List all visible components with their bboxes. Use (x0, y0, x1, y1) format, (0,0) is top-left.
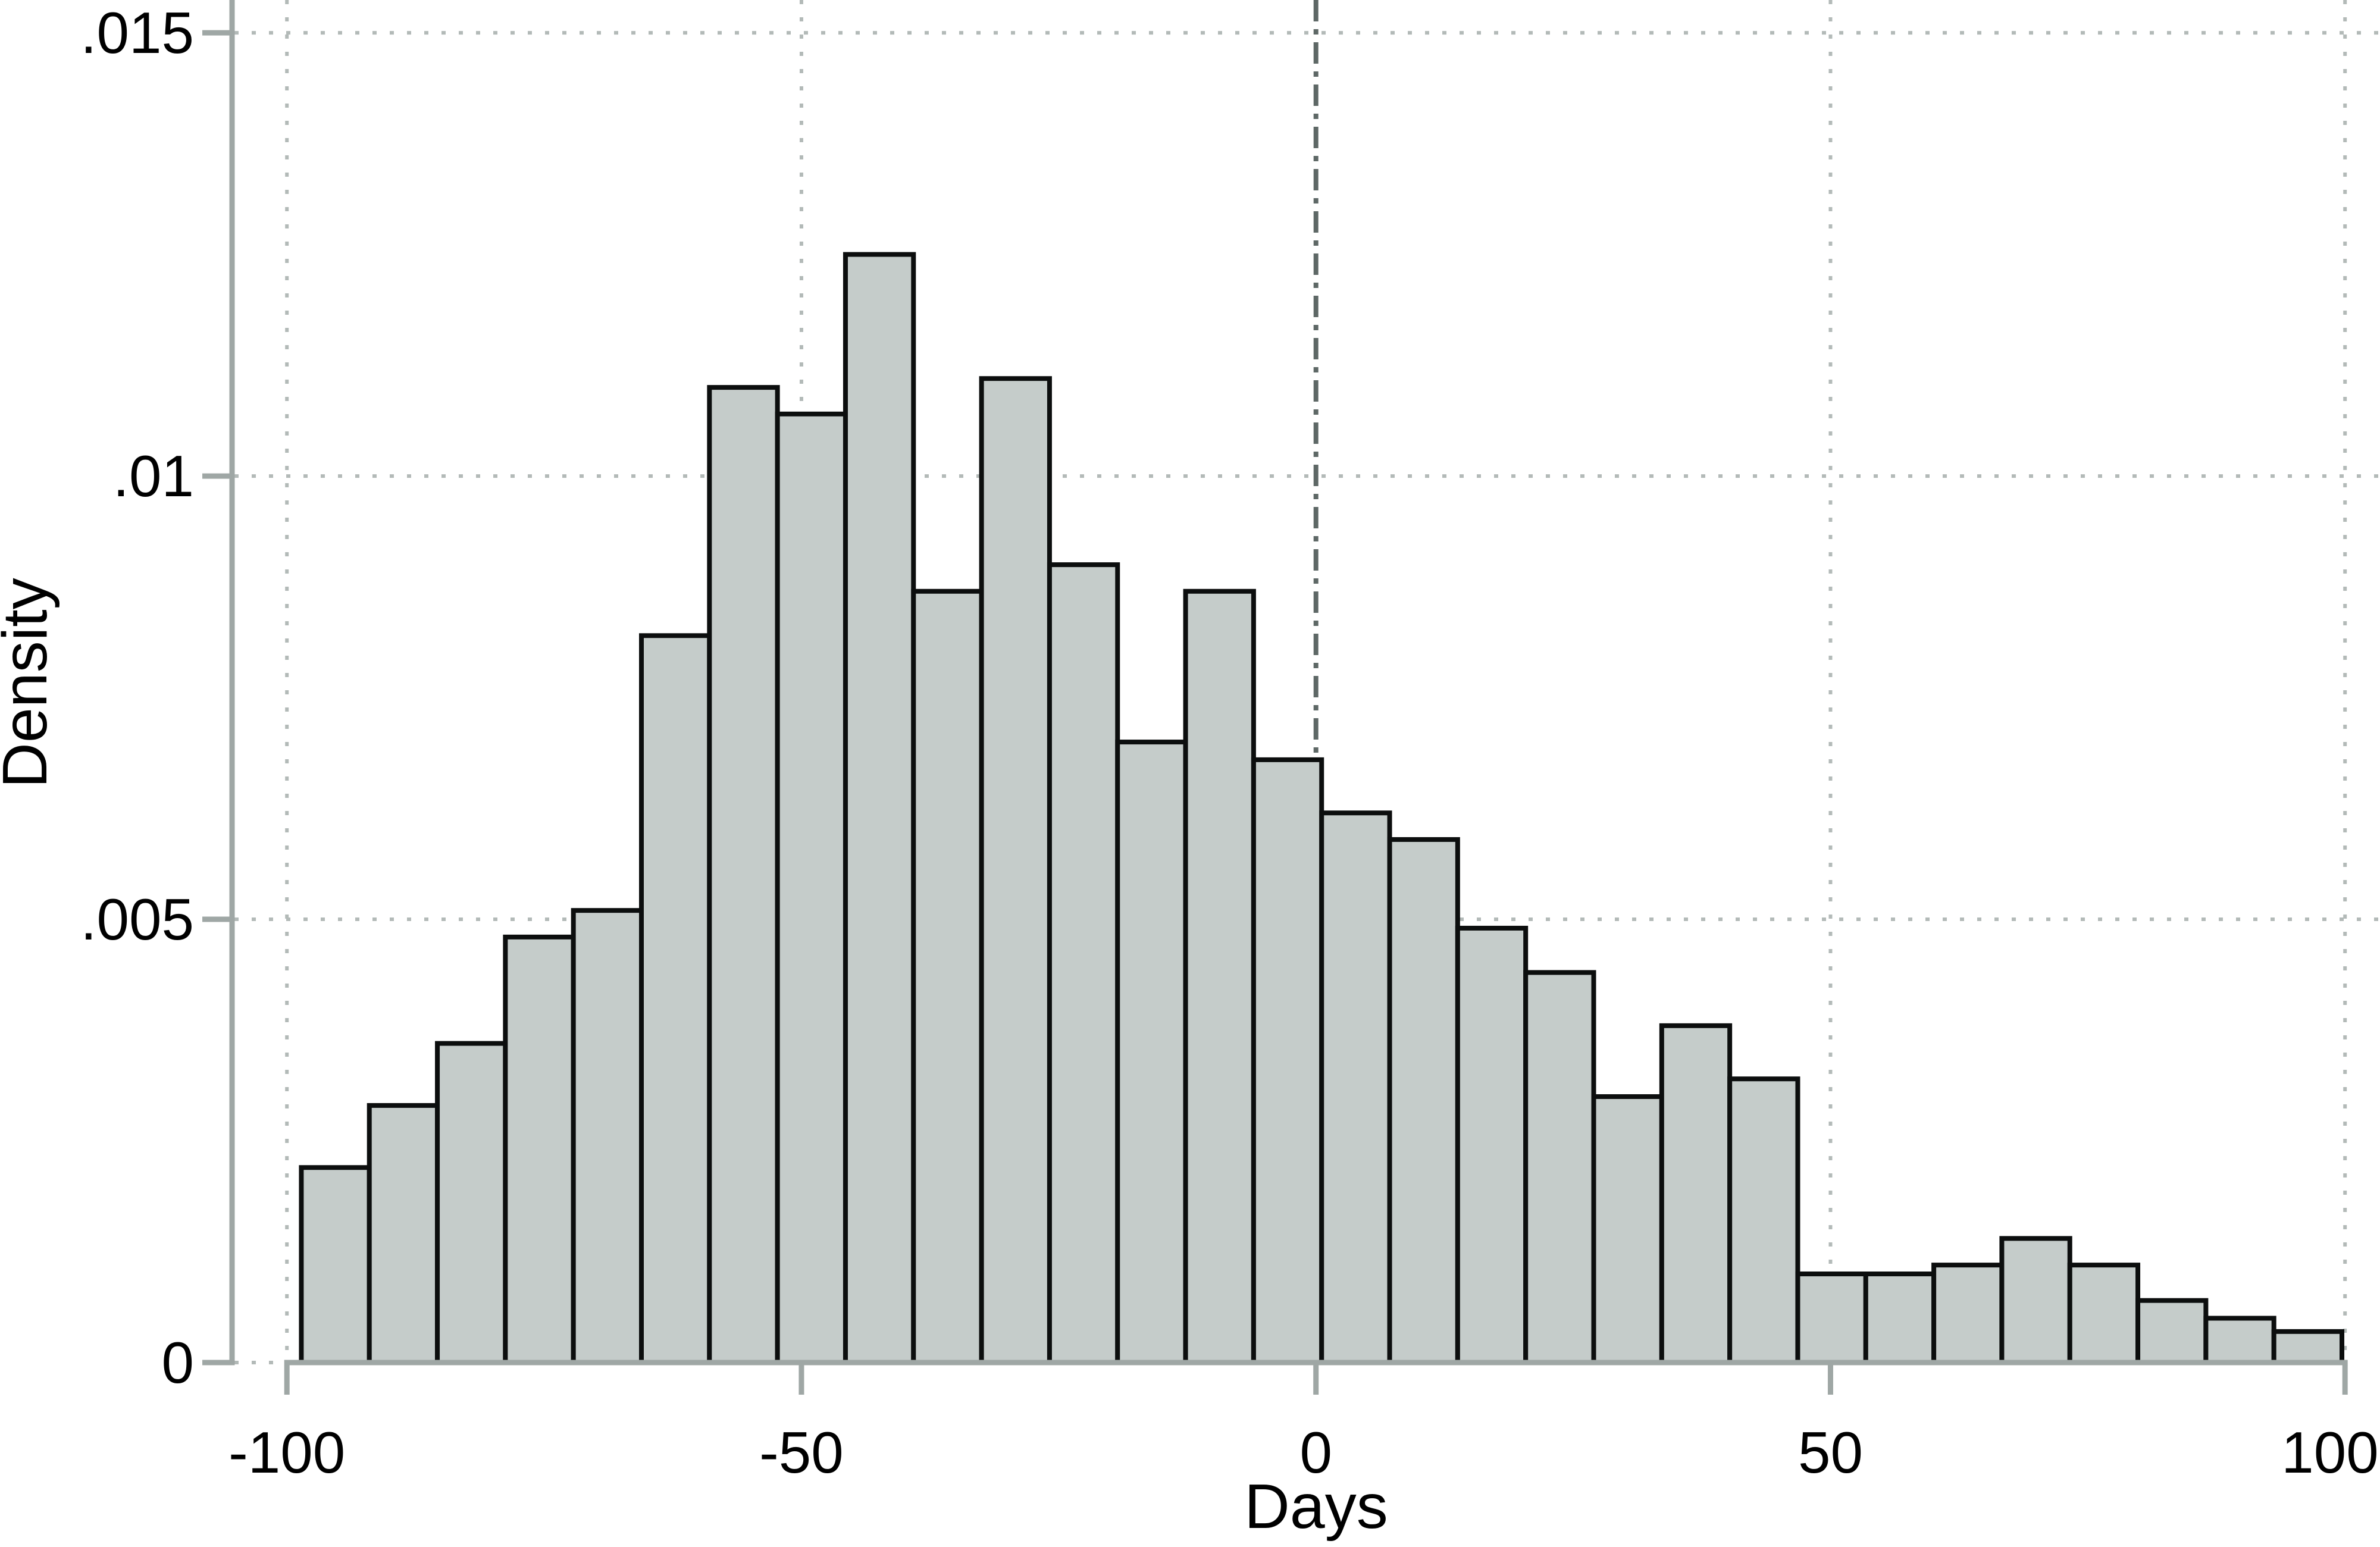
histogram-bar (979, 376, 1052, 1366)
histogram-bar (639, 633, 712, 1365)
x-tick-label: 100 (2281, 1420, 2379, 1485)
histogram-bar (2271, 1329, 2345, 1366)
histogram-bar (571, 908, 644, 1366)
histogram-bar (707, 385, 780, 1365)
histogram-bar (503, 934, 576, 1365)
x-tick-label: 0 (1299, 1420, 1332, 1485)
histogram-bar (435, 1041, 508, 1366)
histogram-bar (1999, 1236, 2072, 1366)
histogram-bar (1251, 757, 1324, 1365)
histogram-bar (1455, 925, 1529, 1365)
histogram-bar (2067, 1263, 2141, 1366)
histogram-bar (367, 1103, 440, 1366)
x-axis-title: Days (1244, 1471, 1388, 1542)
histogram-bar (1795, 1272, 1868, 1366)
y-axis-title: Density (0, 578, 60, 788)
histogram-bar (1115, 740, 1188, 1365)
y-tick-label: .01 (113, 443, 194, 509)
histogram-bar (2203, 1316, 2276, 1365)
histogram-bar (1931, 1263, 2005, 1366)
x-tick-label: 50 (1798, 1420, 1863, 1485)
histogram-bar (911, 588, 984, 1365)
histogram-bar (2135, 1298, 2209, 1365)
x-tick-label: -50 (759, 1420, 844, 1485)
y-tick-label: 0 (161, 1330, 194, 1395)
y-tick-label: .015 (80, 0, 194, 65)
histogram-bar (775, 411, 848, 1365)
x-tick-label: -100 (228, 1420, 345, 1485)
histogram-bar (1591, 1094, 1664, 1366)
histogram-bar (1523, 970, 1596, 1366)
plot-area: 0 .005 .01 .015 -100 -50 0 50 100 (80, 0, 2380, 1485)
histogram-bar (1387, 837, 1460, 1366)
histogram-bar (1863, 1272, 1937, 1366)
y-tick-label: .005 (80, 887, 194, 952)
histogram-bar (1183, 588, 1256, 1365)
histogram-bar (299, 1165, 372, 1366)
histogram-bar (843, 252, 916, 1365)
histogram-bar (1047, 562, 1120, 1365)
histogram-bar (1727, 1076, 1800, 1365)
histogram-bar (1659, 1023, 1733, 1365)
histogram-bar (1319, 810, 1392, 1365)
